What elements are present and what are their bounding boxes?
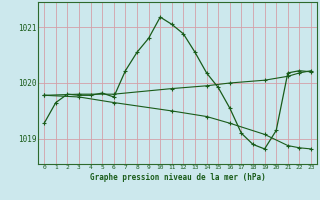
X-axis label: Graphe pression niveau de la mer (hPa): Graphe pression niveau de la mer (hPa): [90, 173, 266, 182]
